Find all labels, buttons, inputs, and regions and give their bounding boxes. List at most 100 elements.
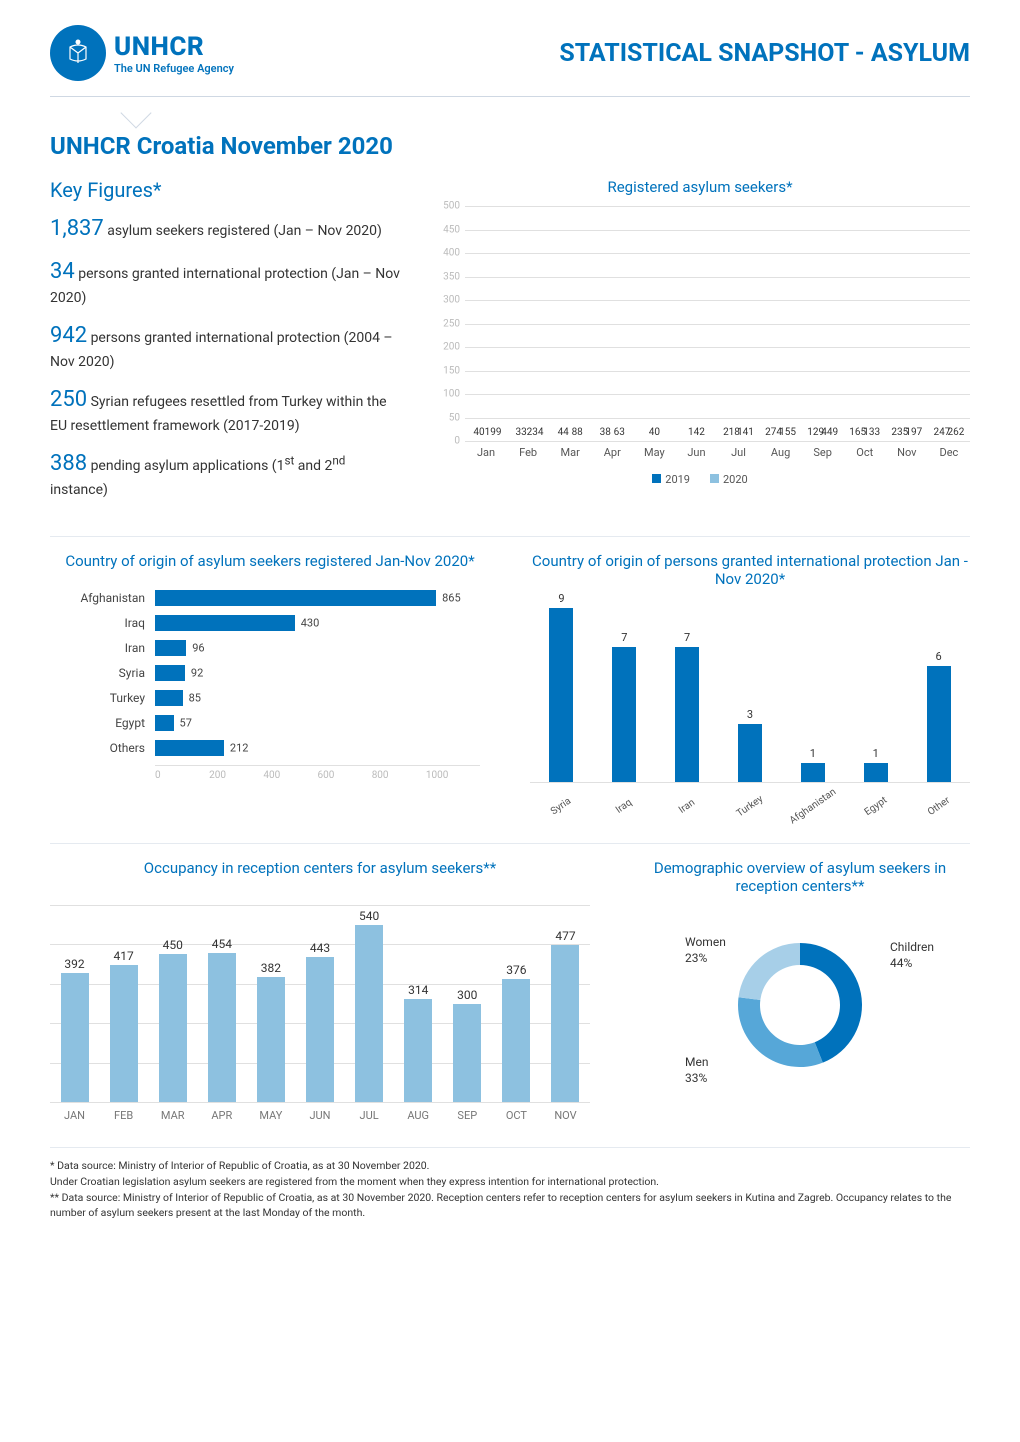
vbar-col: 1Egypt bbox=[844, 608, 907, 782]
vbar-bar: 6 bbox=[927, 666, 951, 782]
vbar-bar: 9 bbox=[549, 608, 573, 782]
bar-value: 155 bbox=[779, 427, 796, 438]
occ-bar: 540 bbox=[355, 925, 383, 1102]
occ-bar: 443 bbox=[306, 957, 334, 1102]
document-title: STATISTICAL SNAPSHOT - ASYLUM bbox=[559, 39, 970, 68]
bar-value: 142 bbox=[688, 427, 705, 438]
x-label: Nov bbox=[886, 446, 928, 459]
key-figures-block: Key Figures* 1,837 asylum seekers regist… bbox=[50, 178, 400, 511]
occ-value: 540 bbox=[359, 909, 379, 923]
occ-xlabel: JUL bbox=[345, 1109, 394, 1122]
hbar-fill: 85 bbox=[155, 690, 183, 706]
hbar-row: Syria92 bbox=[50, 665, 480, 681]
donut-label: Men33% bbox=[685, 1055, 708, 1086]
occ-col: 477NOV bbox=[541, 905, 590, 1102]
bar-value: 199 bbox=[485, 427, 502, 438]
occ-xlabel: SEP bbox=[443, 1109, 492, 1122]
vbar-xlabel: Iran bbox=[677, 797, 697, 816]
vbar-col: 7Iran bbox=[656, 608, 719, 782]
hbar-label: Afghanistan bbox=[50, 591, 145, 605]
logo-main: UNHCR bbox=[114, 32, 234, 62]
occ-col: 382MAY bbox=[246, 905, 295, 1102]
occ-bar: 392 bbox=[61, 973, 89, 1102]
occ-xlabel: JAN bbox=[50, 1109, 99, 1122]
vbar-col: 9Syria bbox=[530, 608, 593, 782]
occ-xlabel: AUG bbox=[394, 1109, 443, 1122]
vbar-bar: 1 bbox=[801, 763, 825, 782]
occ-xlabel: MAY bbox=[246, 1109, 295, 1122]
vbar-col: 1Afghanistan bbox=[781, 608, 844, 782]
chevron-accent-icon bbox=[120, 97, 151, 128]
vbar-bar: 7 bbox=[675, 647, 699, 782]
bar-value: 33 bbox=[515, 427, 526, 438]
occ-col: 454APR bbox=[197, 905, 246, 1102]
x-label: May bbox=[633, 446, 675, 459]
occ-bar: 417 bbox=[110, 965, 138, 1102]
top-row: Key Figures* 1,837 asylum seekers regist… bbox=[50, 178, 970, 511]
donut-svg bbox=[720, 925, 880, 1085]
chart-legend: 20192020 bbox=[430, 473, 970, 486]
occ-col: 443JUN bbox=[295, 905, 344, 1102]
occ-value: 417 bbox=[114, 949, 134, 963]
bar-value: 88 bbox=[572, 427, 583, 438]
unhcr-logo-icon bbox=[50, 25, 106, 81]
demographics-chart: Demographic overview of asylum seekers i… bbox=[630, 859, 970, 1127]
x-label: Apr bbox=[591, 446, 633, 459]
footnote-1: * Data source: Ministry of Interior of R… bbox=[50, 1158, 970, 1174]
occ-value: 300 bbox=[457, 988, 477, 1002]
hbar-value: 96 bbox=[192, 642, 204, 655]
occupancy-title: Occupancy in reception centers for asylu… bbox=[50, 859, 590, 877]
occ-bar: 477 bbox=[551, 945, 579, 1102]
occ-value: 392 bbox=[64, 957, 84, 971]
x-label: Aug bbox=[760, 446, 802, 459]
footnote-3: ** Data source: Ministry of Interior of … bbox=[50, 1190, 970, 1222]
occ-col: 417FEB bbox=[99, 905, 148, 1102]
hbar-label: Syria bbox=[50, 666, 145, 680]
hbar-label: Turkey bbox=[50, 691, 145, 705]
vbar-col: 3Turkey bbox=[719, 608, 782, 782]
occ-bar: 450 bbox=[159, 954, 187, 1102]
donut-label: Women23% bbox=[685, 935, 726, 966]
header-divider bbox=[50, 96, 970, 97]
occ-xlabel: OCT bbox=[492, 1109, 541, 1122]
occ-xlabel: FEB bbox=[99, 1109, 148, 1122]
vbar-value: 1 bbox=[873, 747, 879, 760]
vbar-value: 7 bbox=[684, 631, 690, 644]
occ-value: 454 bbox=[212, 937, 232, 951]
key-figure-number: 942 bbox=[50, 323, 87, 348]
x-label: Feb bbox=[507, 446, 549, 459]
key-figure-item: 1,837 asylum seekers registered (Jan – N… bbox=[50, 212, 400, 245]
vbar-value: 1 bbox=[810, 747, 816, 760]
x-label: Sep bbox=[802, 446, 844, 459]
unhcr-logo: UNHCR The UN Refugee Agency bbox=[50, 25, 234, 81]
bar-value: 449 bbox=[821, 427, 838, 438]
bar-value: 234 bbox=[527, 427, 544, 438]
occ-xlabel: MAR bbox=[148, 1109, 197, 1122]
occupancy-chart: Occupancy in reception centers for asylu… bbox=[50, 859, 590, 1127]
occ-col: 540JUL bbox=[345, 905, 394, 1102]
occ-bar: 300 bbox=[453, 1004, 481, 1103]
occ-col: 376OCT bbox=[492, 905, 541, 1102]
hbar-value: 85 bbox=[189, 692, 201, 705]
bar-value: 141 bbox=[737, 427, 754, 438]
origin-protection-title: Country of origin of persons granted int… bbox=[530, 552, 970, 588]
hbar-row: Afghanistan 865 bbox=[50, 590, 480, 606]
hbar-value: 865 bbox=[442, 592, 461, 605]
occ-value: 376 bbox=[506, 963, 526, 977]
page-section-title: UNHCR Croatia November 2020 bbox=[50, 132, 970, 160]
vbar-value: 6 bbox=[935, 650, 941, 663]
occ-bar: 314 bbox=[404, 999, 432, 1102]
key-figure-number: 250 bbox=[50, 387, 87, 412]
x-label: Jun bbox=[675, 446, 717, 459]
bar-value: 44 bbox=[558, 427, 569, 438]
key-figure-item: 34 persons granted international protect… bbox=[50, 255, 400, 309]
vbar-col: 7Iraq bbox=[593, 608, 656, 782]
bar-value: 40 bbox=[649, 427, 660, 438]
key-figure-item: 388 pending asylum applications (1st and… bbox=[50, 447, 400, 501]
x-label: Jan bbox=[465, 446, 507, 459]
hbar-row: Turkey 85 bbox=[50, 690, 480, 706]
hbar-label: Iran bbox=[50, 641, 145, 655]
hbar-fill: 430 bbox=[155, 615, 295, 631]
bar-value: 197 bbox=[905, 427, 922, 438]
hbar-xaxis: 02004006008001000 bbox=[155, 765, 480, 781]
